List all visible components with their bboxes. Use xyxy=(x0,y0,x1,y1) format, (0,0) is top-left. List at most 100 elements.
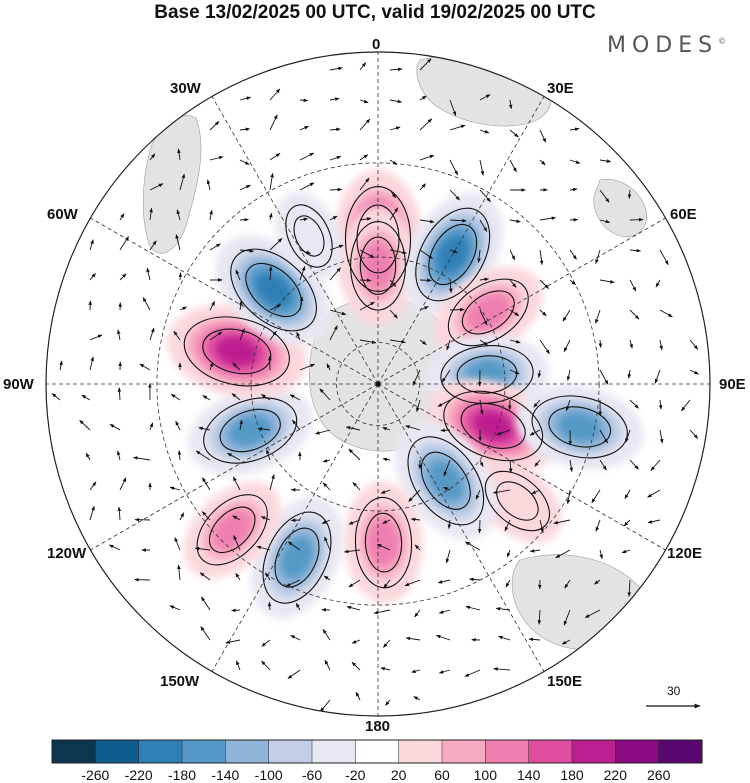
contour-line xyxy=(484,470,550,532)
wind-vector xyxy=(268,266,273,281)
wind-vector xyxy=(599,219,611,224)
wind-vector xyxy=(209,155,224,161)
anomaly-center xyxy=(515,384,644,470)
graticule xyxy=(46,52,710,716)
wind-vector xyxy=(509,309,520,317)
wind-vector xyxy=(175,420,181,431)
wind-vector xyxy=(539,129,547,143)
map-title: Base 13/02/2025 00 UTC, valid 19/02/2025… xyxy=(154,2,596,23)
wind-vector xyxy=(290,634,301,641)
wind-vector xyxy=(539,309,547,317)
wind-vector xyxy=(449,99,457,117)
wind-vector xyxy=(493,667,511,671)
wind-vector xyxy=(389,67,403,72)
wind-vector xyxy=(598,339,603,348)
wind-vector xyxy=(109,423,121,431)
wind-vector xyxy=(348,448,361,461)
wind-vector xyxy=(329,267,341,281)
wind-vector xyxy=(239,127,251,132)
meridian-line xyxy=(211,96,379,385)
colorbar-tick-label: 100 xyxy=(473,767,497,783)
contour-line xyxy=(359,236,397,295)
wind-vector xyxy=(209,301,216,311)
wind-vector xyxy=(446,339,451,351)
wind-vector xyxy=(464,669,481,677)
lon-label-120e: 120E xyxy=(667,545,703,562)
wind-vector xyxy=(322,458,331,463)
wind-vector xyxy=(659,339,663,351)
anomaly-band xyxy=(473,411,514,441)
wind-vector xyxy=(200,626,211,641)
wind-vector xyxy=(194,546,211,551)
wind-vector xyxy=(539,249,544,266)
wind-vector xyxy=(359,339,377,344)
meridian-line xyxy=(377,96,545,385)
wind-vector xyxy=(627,579,632,597)
wind-vector xyxy=(173,330,181,341)
wind-vector xyxy=(689,369,699,375)
wind-vector xyxy=(658,399,663,410)
contour-line xyxy=(364,512,403,573)
wind-vector xyxy=(268,212,273,221)
wind-vector xyxy=(139,363,151,371)
colorbar-cell xyxy=(398,739,443,764)
anomaly-band xyxy=(428,460,464,501)
colorbar-cell xyxy=(571,739,616,764)
wind-vector xyxy=(569,159,581,164)
wind-vector xyxy=(324,659,331,671)
wind-vector xyxy=(405,636,421,641)
wind-vector xyxy=(443,459,451,477)
wind-vector xyxy=(475,489,481,500)
wind-vector xyxy=(389,99,403,104)
wind-vector xyxy=(266,449,271,461)
wind-vector xyxy=(319,699,331,713)
wind-vector xyxy=(322,482,331,491)
wind-vector xyxy=(389,189,397,199)
wind-vector xyxy=(324,536,331,551)
wind-vector xyxy=(625,429,631,443)
wind-vector xyxy=(498,635,511,641)
wind-vector xyxy=(410,517,421,522)
wind-vector xyxy=(323,575,331,581)
colorbar-frame xyxy=(51,739,703,764)
wind-vector xyxy=(51,393,61,401)
wind-vector xyxy=(629,279,637,292)
wind-vector xyxy=(231,608,241,613)
wind-vector xyxy=(380,666,391,671)
wind-vector xyxy=(233,535,241,551)
wind-vector xyxy=(438,609,451,614)
wind-vector xyxy=(621,549,631,554)
wind-vector xyxy=(569,249,577,260)
wind-vector xyxy=(373,609,391,615)
wind-vector xyxy=(359,62,367,71)
contour-line xyxy=(203,397,298,464)
wind-vector xyxy=(563,609,571,626)
colorbar-cell xyxy=(51,739,96,764)
wind-vector xyxy=(116,450,121,461)
wind-vector xyxy=(419,278,432,283)
wind-vector xyxy=(296,331,301,341)
colorbar-tick-label: 220 xyxy=(603,767,627,783)
wind-vector xyxy=(239,217,249,222)
wind-vector xyxy=(595,309,601,324)
lon-label-0: 0 xyxy=(372,36,381,53)
wind-vector xyxy=(389,159,398,165)
meridian-line xyxy=(90,383,379,551)
colorbar-tick-label: 140 xyxy=(517,767,541,783)
wind-vector xyxy=(479,129,490,134)
wind-vector xyxy=(419,118,433,131)
contour-line xyxy=(548,406,612,448)
wind-vector xyxy=(529,549,541,553)
anomaly-band xyxy=(212,510,252,550)
wind-vector xyxy=(681,399,691,412)
wind-vector xyxy=(359,154,369,161)
wind-vector xyxy=(299,98,309,103)
wind-vector xyxy=(195,450,211,461)
wind-vector xyxy=(441,369,451,383)
wind-vector xyxy=(269,330,277,341)
colorbar-tick-label: -60 xyxy=(301,767,323,783)
wind-vector xyxy=(654,369,661,384)
wind-vector xyxy=(599,429,608,444)
wind-vector xyxy=(206,179,211,191)
